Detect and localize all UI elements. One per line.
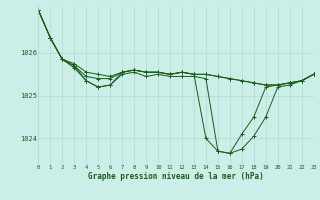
X-axis label: Graphe pression niveau de la mer (hPa): Graphe pression niveau de la mer (hPa) <box>88 172 264 181</box>
